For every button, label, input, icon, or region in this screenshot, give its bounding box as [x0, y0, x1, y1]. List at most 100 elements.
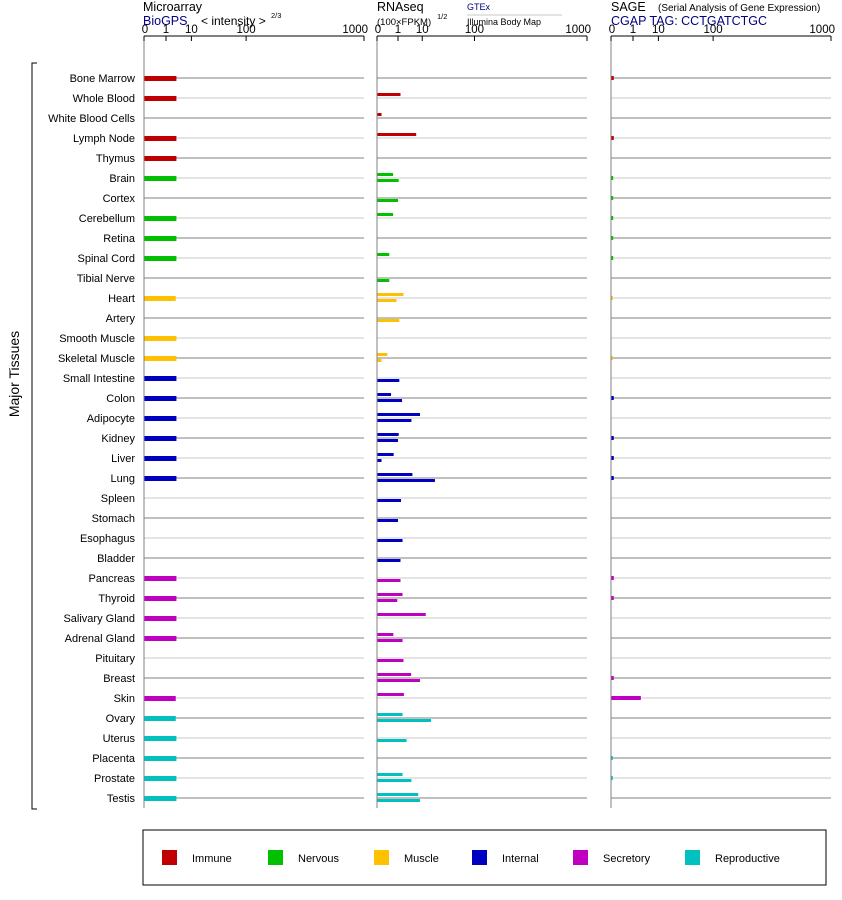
bars-layer: [144, 76, 641, 802]
microarray-bar-skeletal-muscle: [144, 356, 177, 361]
sage-bar-heart: [611, 296, 613, 300]
tissue-label: Bone Marrow: [70, 73, 135, 85]
rnaseq-bar-whole-blood: [377, 93, 401, 96]
tissue-label: Skin: [114, 693, 135, 705]
microarray-bar-uterus: [144, 736, 177, 741]
legend: Immune Nervous Muscle Internal Secretory Repr…: [162, 850, 780, 865]
rnaseq-tick-label: 100: [465, 24, 484, 36]
rnaseq-bar-thyroid: [377, 593, 403, 596]
microarray-bar-smooth-muscle: [144, 336, 177, 341]
tissue-label: Pituitary: [95, 653, 135, 665]
microarray-bar-bone-marrow: [144, 76, 177, 81]
rnaseq-bar-pancreas: [377, 579, 401, 582]
microarray-bar-lung: [144, 476, 177, 481]
rnaseq-bar-skeletal-muscle: [377, 359, 382, 362]
grid-layer: [144, 77, 831, 799]
major-tissues-label: Major Tissues: [6, 331, 22, 417]
tissue-label: Liver: [111, 453, 135, 465]
microarray-bar-skin: [144, 696, 176, 701]
rnaseq-bar-adipocyte: [377, 413, 421, 416]
tissue-label: Whole Blood: [73, 93, 135, 105]
rnaseq-bar-white-blood-cells: [377, 113, 382, 116]
rnaseq-tick-label: 1000: [565, 24, 591, 36]
rnaseq-bar-heart: [377, 293, 404, 296]
rnaseq-bar-adrenal-gland: [377, 633, 394, 636]
rnaseq-bar-skin: [377, 693, 404, 696]
tissue-label: Smooth Muscle: [59, 333, 135, 345]
microarray-bar-pancreas: [144, 576, 177, 581]
tissue-label: Lymph Node: [73, 133, 135, 145]
tissue-label: Pancreas: [89, 573, 136, 585]
microarray-bar-prostate: [144, 776, 177, 781]
sage-title: SAGE: [611, 0, 646, 14]
rnaseq-tick-label: 10: [416, 24, 429, 36]
tissue-label: Adipocyte: [87, 413, 135, 425]
sage-tick-label: 0: [609, 24, 615, 36]
sage-bar-cerebellum: [611, 216, 614, 220]
tissue-label: Skeletal Muscle: [58, 353, 135, 365]
rnaseq-bar-esophagus: [377, 539, 403, 542]
sage-bar-skin: [611, 696, 641, 700]
sage-bar-liver: [611, 456, 614, 460]
tissue-label: Testis: [107, 793, 136, 805]
rnaseq-bar-prostate: [377, 779, 412, 782]
tissue-label: Brain: [109, 173, 135, 185]
sage-bar-thyroid: [611, 596, 614, 600]
tissue-label: Artery: [106, 313, 136, 325]
tissue-label: Stomach: [92, 513, 135, 525]
sage-tick-label: 1: [630, 24, 636, 36]
rnaseq-bar-bladder: [377, 559, 401, 562]
rnaseq-bar-liver: [377, 453, 394, 456]
rnaseq-bar-artery: [377, 319, 400, 322]
tissue-label: Spleen: [101, 493, 135, 505]
rnaseq-bar-testis: [377, 793, 419, 796]
microarray-title: Microarray: [143, 0, 203, 14]
sage-bar-pancreas: [611, 576, 614, 580]
sage-bar-breast: [611, 676, 614, 680]
rnaseq-bar-thyroid: [377, 599, 398, 602]
microarray-bar-colon: [144, 396, 177, 401]
rnaseq-bar-cerebellum: [377, 213, 394, 216]
tissue-label: Uterus: [103, 733, 136, 745]
rnaseq-title: RNAseq: [377, 0, 424, 14]
legend-swatch-nervous: [268, 850, 283, 865]
microarray-bar-adrenal-gland: [144, 636, 177, 641]
rnaseq-bar-salivary-gland: [377, 613, 426, 616]
rnaseq-bar-colon: [377, 393, 392, 396]
sage-bar-bone-marrow: [611, 76, 614, 80]
sage-bar-lymph-node: [611, 136, 614, 140]
microarray-bar-adipocyte: [144, 416, 177, 421]
microarray-bar-thymus: [144, 156, 177, 161]
sage-bar-prostate: [611, 776, 613, 780]
rnaseq-bar-brain: [377, 173, 394, 176]
rnaseq-bar-liver: [377, 459, 382, 462]
tissue-label: Placenta: [92, 753, 136, 765]
microarray-biogps-link[interactable]: BioGPS: [143, 14, 187, 28]
legend-swatch-internal: [472, 850, 487, 865]
rnaseq-bar-ovary: [377, 719, 431, 722]
tissue-label: Breast: [103, 673, 135, 685]
rnaseq-bar-prostate: [377, 773, 403, 776]
rnaseq-bar-ovary: [377, 713, 403, 716]
tissue-label: Prostate: [94, 773, 135, 785]
rnaseq-bar-lung: [377, 479, 435, 482]
tissue-label: Esophagus: [80, 533, 136, 545]
rnaseq-bar-colon: [377, 399, 403, 402]
rnaseq-bar-lymph-node: [377, 133, 417, 136]
legend-swatch-muscle: [374, 850, 389, 865]
legend-label-nervous: Nervous: [298, 853, 339, 865]
microarray-bar-heart: [144, 296, 176, 301]
microarray-tick-label: 1000: [342, 24, 368, 36]
rnaseq-bar-testis: [377, 799, 421, 802]
tissue-label: Lung: [111, 473, 135, 485]
rnaseq-tick-label: 1: [395, 24, 401, 36]
rnaseq-bar-spleen: [377, 499, 402, 502]
tissue-label: Adrenal Gland: [65, 633, 135, 645]
rnaseq-bar-breast: [377, 673, 412, 676]
rnaseq-bar-cortex: [377, 199, 398, 202]
microarray-tick-label: 1: [163, 24, 169, 36]
sage-cgap-tag[interactable]: CGAP TAG: CCTGATCTGC: [611, 14, 767, 28]
rnaseq-bar-small-intestine: [377, 379, 400, 382]
tissue-label: White Blood Cells: [48, 113, 135, 125]
